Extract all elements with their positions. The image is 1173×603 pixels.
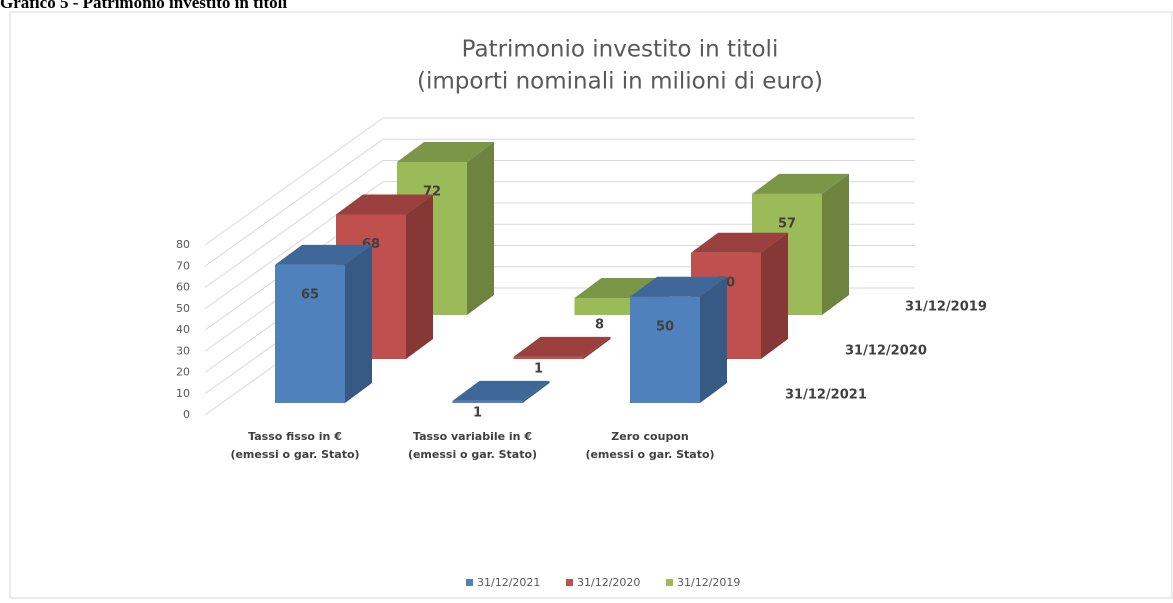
data-label: 50 [656,319,674,334]
bar-top [452,380,550,401]
bar-side [700,276,727,403]
legend-swatch [466,579,473,586]
data-label: 65 [301,287,319,302]
bar [574,298,645,315]
y-tick-label: 40 [176,323,190,336]
y-tick-label: 80 [176,238,190,251]
data-label: 1 [473,406,482,421]
bar-top [275,244,372,265]
bar-top [630,276,727,297]
y-tick-label: 70 [176,259,190,272]
grid-line [204,160,384,288]
legend-swatch [566,579,573,586]
bar-side [467,142,494,315]
data-label: 8 [595,318,604,333]
y-tick-label: 60 [176,281,190,294]
bar-side [822,173,849,315]
y-tick-label: 50 [176,302,190,315]
legend-label: 31/12/2021 [477,576,540,589]
chart-title: Patrimonio investito in titoli [462,37,779,63]
bar-top [752,173,849,194]
depth-label: 31/12/2020 [845,344,927,359]
bar-side [583,336,611,359]
x-tick-label: (emessi o gar. Stato) [585,448,714,461]
grid-line [204,117,384,246]
bar-top [513,336,611,357]
legend-label: 31/12/2020 [577,576,640,589]
y-tick-label: 30 [176,344,190,357]
bar [275,264,345,403]
y-tick-label: 0 [183,408,190,421]
x-tick-label: Zero coupon [611,430,688,443]
header: Grafico 5 - Patrimonio investito in tito… [0,0,287,12]
y-tick-label: 20 [176,366,190,379]
bar-top [397,142,494,162]
depth-label: 31/12/2021 [785,388,867,403]
x-tick-label: Tasso variabile in € [413,430,532,443]
x-tick-label: Tasso fisso in € [248,430,342,443]
bar [630,296,700,403]
bar-side [406,194,433,359]
bar-top [691,232,788,253]
bar-side [345,244,372,403]
data-label: 1 [534,362,543,377]
chart-subtitle: (importi nominali in milioni di euro) [417,69,823,95]
bar-side [522,380,550,403]
x-tick-label: (emessi o gar. Stato) [230,448,359,461]
bar-side [761,232,788,359]
bar-top [336,194,433,215]
legend-swatch [666,579,673,586]
grid-line [204,138,384,267]
depth-label: 31/12/2019 [905,300,987,315]
bar [513,356,584,359]
data-label: 57 [778,216,796,231]
x-tick-label: (emessi o gar. Stato) [408,448,537,461]
bar [452,400,523,403]
legend-label: 31/12/2019 [677,576,740,589]
y-tick-label: 10 [176,387,190,400]
